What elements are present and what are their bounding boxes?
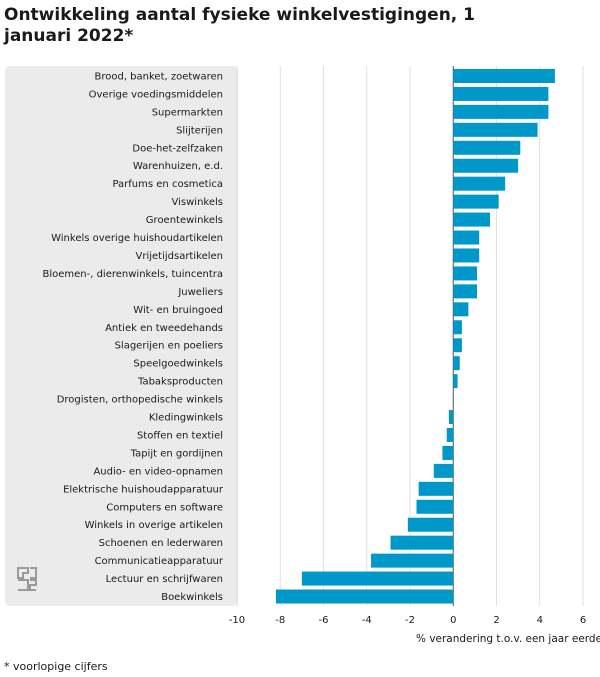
x-tick-label: 6 [580, 615, 586, 626]
bar [446, 427, 454, 442]
category-label: Winkels in overige artikelen [85, 520, 223, 531]
gridlines [236, 66, 584, 606]
bar [453, 68, 555, 83]
category-label: Winkels overige huishoudartikelen [51, 233, 223, 244]
chart-title: Ontwikkeling aantal fysieke winkelvestig… [4, 5, 476, 46]
x-tick-label: 4 [537, 615, 543, 626]
x-tick-label: 0 [450, 615, 456, 626]
category-label: Juweliers [177, 287, 223, 298]
bar [453, 212, 491, 227]
category-label: Parfums en cosmetica [112, 179, 223, 190]
bar [453, 140, 521, 155]
bar [453, 266, 478, 281]
category-label: Viswinkels [172, 197, 223, 208]
category-label: Kledingwinkels [149, 413, 223, 424]
category-label: Schoenen en lederwaren [99, 538, 223, 549]
category-label: Elektrische huishoudapparatuur [63, 484, 224, 495]
bar [448, 410, 454, 425]
x-tick-label: -6 [319, 615, 329, 626]
category-label: Brood, banket, zoetwaren [94, 71, 223, 82]
x-tick-label: -2 [405, 615, 415, 626]
bar [371, 553, 454, 568]
category-label: Slijterijen [176, 125, 223, 136]
bar [442, 445, 454, 460]
bar [453, 194, 499, 209]
category-label: Tapijt en gordijnen [130, 448, 223, 459]
category-label: Boekwinkels [161, 592, 223, 603]
category-label: Wit- en bruingoed [133, 305, 223, 316]
bar [275, 589, 454, 604]
bar [453, 86, 549, 101]
category-label: Computers en software [106, 502, 223, 513]
category-label: Lectuur en schrijfwaren [106, 574, 223, 585]
bar [453, 338, 462, 353]
category-label: Doe-het-zelfzaken [132, 143, 223, 154]
bar [433, 463, 454, 478]
bar [453, 302, 469, 317]
category-label: Warenhuizen, e.d. [133, 161, 223, 172]
bar [453, 104, 549, 119]
x-tick-label: -8 [275, 615, 285, 626]
bar [453, 284, 478, 299]
bar [453, 356, 460, 371]
category-labels: Brood, banket, zoetwaren Overige voedings… [42, 71, 223, 603]
category-label: Vrijetijdsartikelen [136, 251, 224, 262]
category-label: Stoffen en textiel [137, 430, 223, 441]
label-panel [5, 66, 238, 606]
category-label: Drogisten, orthopedische winkels [57, 395, 223, 406]
category-label: Bloemen-, dierenwinkels, tuincentra [42, 269, 223, 280]
category-label: Antiek en tweedehands [105, 323, 223, 334]
category-label: Audio- en video-opnamen [93, 466, 223, 477]
category-label: Overige voedingsmiddelen [89, 89, 223, 100]
category-label: Communicatieapparatuur [95, 556, 224, 567]
bars [275, 68, 555, 604]
bar [416, 499, 454, 514]
x-tick-label: 2 [493, 615, 499, 626]
x-tick-label: -4 [362, 615, 372, 626]
bar [453, 158, 519, 173]
bar [453, 374, 458, 389]
bar [453, 248, 480, 263]
bar [453, 320, 462, 335]
bar [390, 535, 454, 550]
bar [418, 481, 454, 496]
bar [453, 176, 506, 191]
x-tick-labels: -10 -8 -6 -4 -2 0 2 4 6 [229, 615, 586, 626]
bar [453, 122, 538, 137]
category-label: Tabaksproducten [137, 377, 223, 388]
category-label: Groentewinkels [146, 215, 223, 226]
category-label: Slagerijen en poeliers [115, 341, 223, 352]
footnote: * voorlopige cijfers [4, 660, 108, 673]
bar [407, 517, 454, 532]
cbs-logo-icon [17, 567, 37, 591]
category-label: Supermarkten [152, 107, 223, 118]
bar [301, 571, 454, 586]
x-axis-title: % verandering t.o.v. een jaar eerder [416, 633, 600, 645]
x-tick-label: -10 [229, 615, 245, 626]
bar [453, 230, 480, 245]
category-label: Speelgoedwinkels [133, 359, 223, 370]
